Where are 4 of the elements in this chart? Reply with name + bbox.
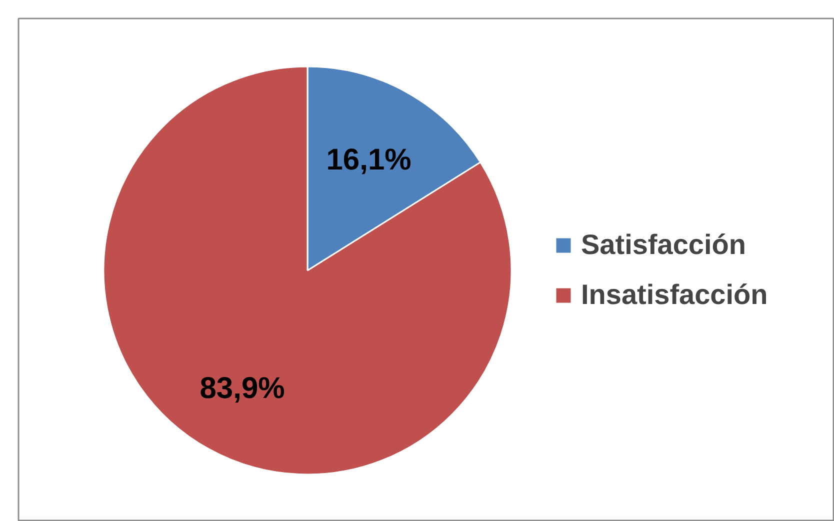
data-label: 83,9% [200,372,285,405]
data-label: 16,1% [326,143,412,176]
legend-label: Satisfacción [581,229,746,261]
legend-label: Insatisfacción [581,279,768,311]
